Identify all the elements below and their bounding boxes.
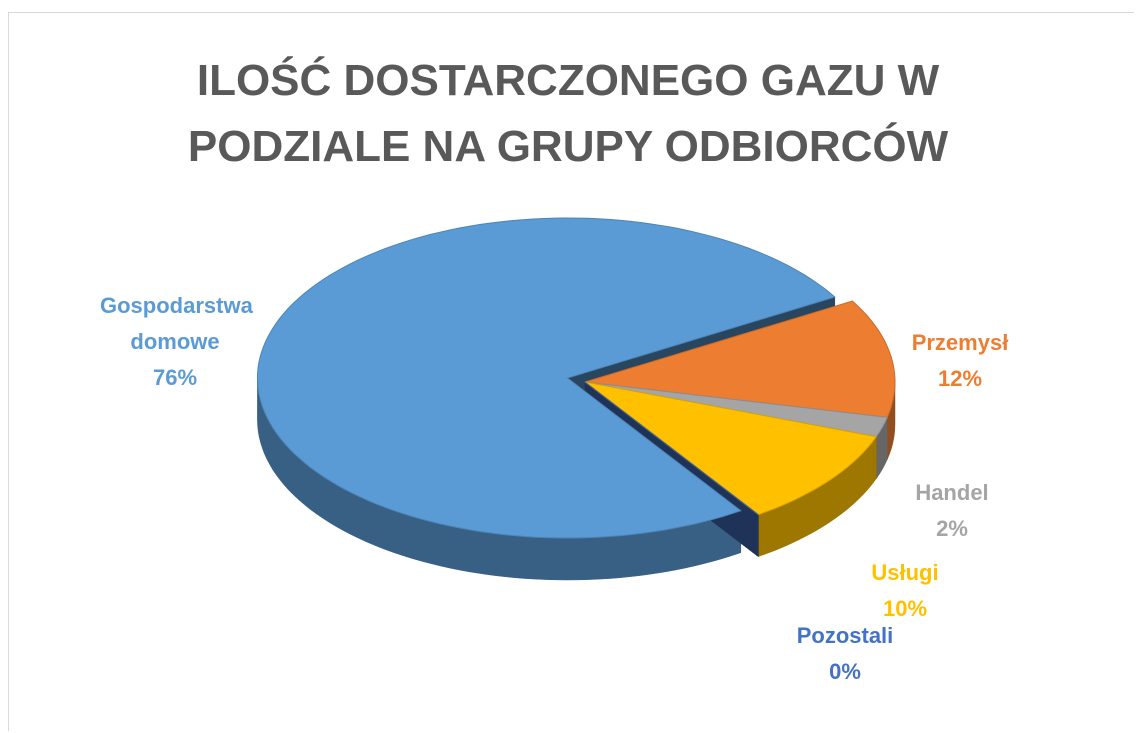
category-label: Handel <box>915 480 989 505</box>
data-label: Usługi 10% <box>805 555 1005 627</box>
category-label: Usługi <box>871 560 939 585</box>
category-label: Gospodarstwa domowe <box>100 293 253 354</box>
data-label: Gospodarstwa domowe 76% <box>75 288 275 396</box>
slice <box>584 300 896 418</box>
data-label: Przemysł 12% <box>860 325 1060 397</box>
chart-frame <box>8 12 1134 731</box>
data-label: Handel 2% <box>852 475 1052 547</box>
category-label: Pozostali <box>796 623 894 648</box>
slice <box>584 381 878 516</box>
value-label: 2% <box>936 516 968 541</box>
category-label: Przemysł <box>911 330 1009 355</box>
value-label: 76% <box>152 365 198 390</box>
value-label: 12% <box>937 366 983 391</box>
data-label: Pozostali 0% <box>745 618 945 690</box>
slice <box>256 217 836 539</box>
slice <box>584 381 759 515</box>
chart-title: ILOŚĆ DOSTARCZONEGO GAZU W PODZIALE NA G… <box>187 56 949 171</box>
value-label: 0% <box>829 659 861 684</box>
value-label: 10% <box>882 596 928 621</box>
